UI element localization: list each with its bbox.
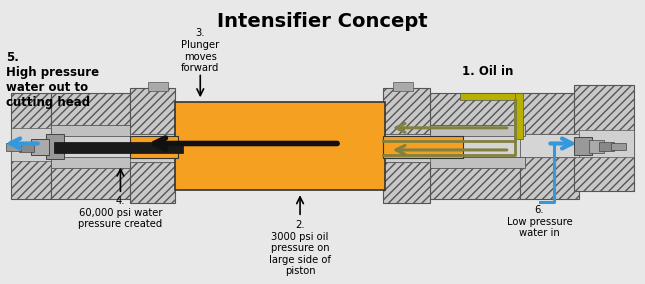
Bar [575,85,634,191]
Bar [130,136,178,158]
Bar [50,125,524,136]
Bar [148,82,168,91]
Bar [50,162,130,199]
Text: 5.
High pressure
water out to
cutting head: 5. High pressure water out to cutting he… [6,51,99,109]
Bar [11,128,50,161]
Bar [611,143,626,150]
Bar [520,134,579,157]
Bar [30,139,48,154]
Bar [393,82,413,91]
Bar [430,93,520,134]
Bar [383,136,462,158]
Bar [175,102,385,189]
Bar [383,134,430,162]
Bar [19,142,34,152]
Bar [460,93,520,100]
Bar [50,131,130,162]
Text: 4.
60,000 psi water
pressure created: 4. 60,000 psi water pressure created [78,196,163,229]
Bar [430,134,520,157]
Bar [383,162,430,203]
Bar [6,143,21,151]
Bar [575,137,592,155]
Bar [579,130,634,157]
Bar [54,142,183,153]
Bar [130,134,175,162]
Bar [590,140,604,153]
Bar [130,162,175,203]
Bar [130,88,175,134]
Bar [50,157,524,168]
Text: 2.
3000 psi oil
pressure on
large side of
piston: 2. 3000 psi oil pressure on large side o… [269,220,331,276]
Text: 3.
Plunger
moves
forward: 3. Plunger moves forward [181,28,219,73]
Bar [520,93,579,134]
Bar [50,93,130,131]
Text: 6.
Low pressure
water in: 6. Low pressure water in [507,205,572,238]
Bar [599,142,615,151]
Text: 1. Oil in: 1. Oil in [462,65,513,78]
Bar [430,157,520,199]
Bar [520,157,579,199]
Text: Intensifier Concept: Intensifier Concept [217,12,428,31]
Bar [11,93,50,199]
Bar [46,134,64,159]
Bar [515,93,522,139]
Bar [383,88,430,134]
